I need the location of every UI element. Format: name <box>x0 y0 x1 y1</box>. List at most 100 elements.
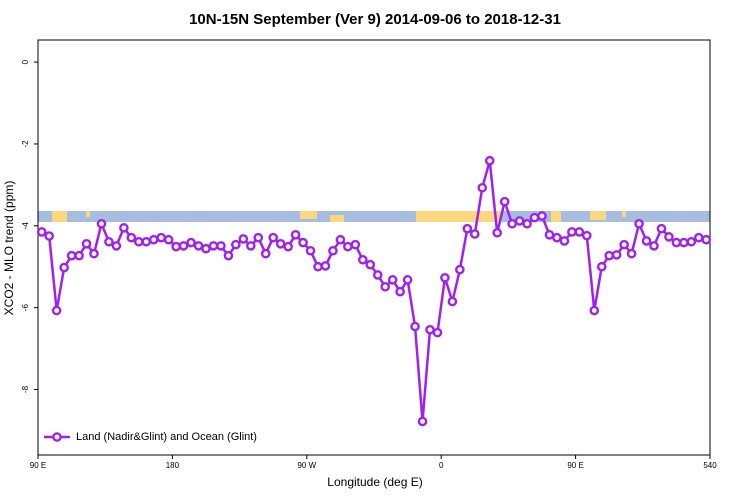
point <box>514 216 525 226</box>
point <box>111 241 122 251</box>
point <box>402 275 413 285</box>
point <box>36 227 47 237</box>
series-line <box>41 160 707 422</box>
point <box>156 232 166 243</box>
point <box>387 275 398 285</box>
point <box>260 248 271 259</box>
point <box>596 261 607 272</box>
point <box>66 250 77 261</box>
y-tick-label: -6 <box>21 304 30 312</box>
point <box>119 223 129 233</box>
point <box>544 230 555 240</box>
point <box>529 212 540 223</box>
y-axis-label: XCO2 - MLO trend (ppm) <box>2 181 16 316</box>
point <box>126 232 137 243</box>
point <box>440 272 450 283</box>
plot-frame <box>37 39 711 456</box>
point <box>395 286 405 297</box>
point <box>634 218 644 229</box>
point <box>641 236 652 246</box>
point <box>477 182 488 193</box>
point <box>604 250 615 261</box>
point <box>492 227 503 238</box>
point <box>104 236 114 247</box>
point <box>238 234 249 244</box>
point <box>171 241 181 252</box>
point <box>133 236 144 247</box>
point <box>178 241 189 251</box>
point <box>186 237 196 248</box>
legend-marker <box>52 432 62 442</box>
point <box>664 232 674 242</box>
y-tick-label: -8 <box>21 385 30 393</box>
chart-title: 10N-15N September (Ver 9) 2014-09-06 to … <box>189 11 561 28</box>
x-tick-label: 0 <box>439 461 444 470</box>
point <box>320 261 331 271</box>
point <box>507 218 517 229</box>
point <box>253 232 264 243</box>
point <box>589 305 600 316</box>
point <box>484 155 495 166</box>
point <box>290 230 301 240</box>
point <box>410 321 420 332</box>
point <box>268 232 279 243</box>
legend-label: Land (Nadir&Glint) and Ocean (Glint) <box>76 431 257 443</box>
point <box>96 218 107 229</box>
point <box>357 254 368 265</box>
point <box>686 236 697 247</box>
point <box>417 416 428 427</box>
point <box>74 250 84 261</box>
point <box>432 327 443 338</box>
point <box>611 250 622 260</box>
point <box>201 243 211 254</box>
point <box>163 234 174 245</box>
point <box>455 264 465 275</box>
point <box>626 248 637 259</box>
x-tick-label: 90 W <box>297 461 316 470</box>
point <box>679 237 689 248</box>
point <box>649 241 659 251</box>
point <box>343 241 353 252</box>
point <box>469 229 480 239</box>
point <box>350 239 361 250</box>
point <box>275 239 286 249</box>
point <box>148 234 159 245</box>
point <box>447 296 458 307</box>
point <box>208 241 219 251</box>
point <box>619 239 629 250</box>
point <box>552 232 562 243</box>
x-axis-label: Longitude (deg E) <box>327 475 422 489</box>
point <box>231 239 241 250</box>
point <box>582 230 592 241</box>
point <box>51 305 62 316</box>
point <box>574 227 585 237</box>
point <box>44 231 55 241</box>
point <box>701 234 712 245</box>
point <box>522 218 532 229</box>
point <box>567 227 577 237</box>
point <box>328 245 338 256</box>
y-tick-label: -2 <box>21 140 30 148</box>
map-strip <box>38 211 710 222</box>
point <box>425 324 435 335</box>
x-tick-label: 90 E <box>567 461 583 470</box>
point <box>462 223 473 234</box>
point <box>223 250 234 261</box>
point <box>671 237 682 248</box>
point <box>537 211 547 221</box>
point <box>283 241 293 252</box>
y-tick-label: -4 <box>21 222 30 230</box>
point <box>216 241 226 251</box>
point <box>656 223 667 234</box>
point <box>193 241 204 251</box>
point <box>81 239 92 249</box>
point <box>245 241 256 251</box>
point <box>559 236 570 246</box>
x-tick-label: 180 <box>166 461 180 470</box>
point <box>380 281 391 292</box>
y-tick-label: 0 <box>21 59 30 64</box>
point <box>305 245 316 256</box>
point <box>298 237 308 248</box>
